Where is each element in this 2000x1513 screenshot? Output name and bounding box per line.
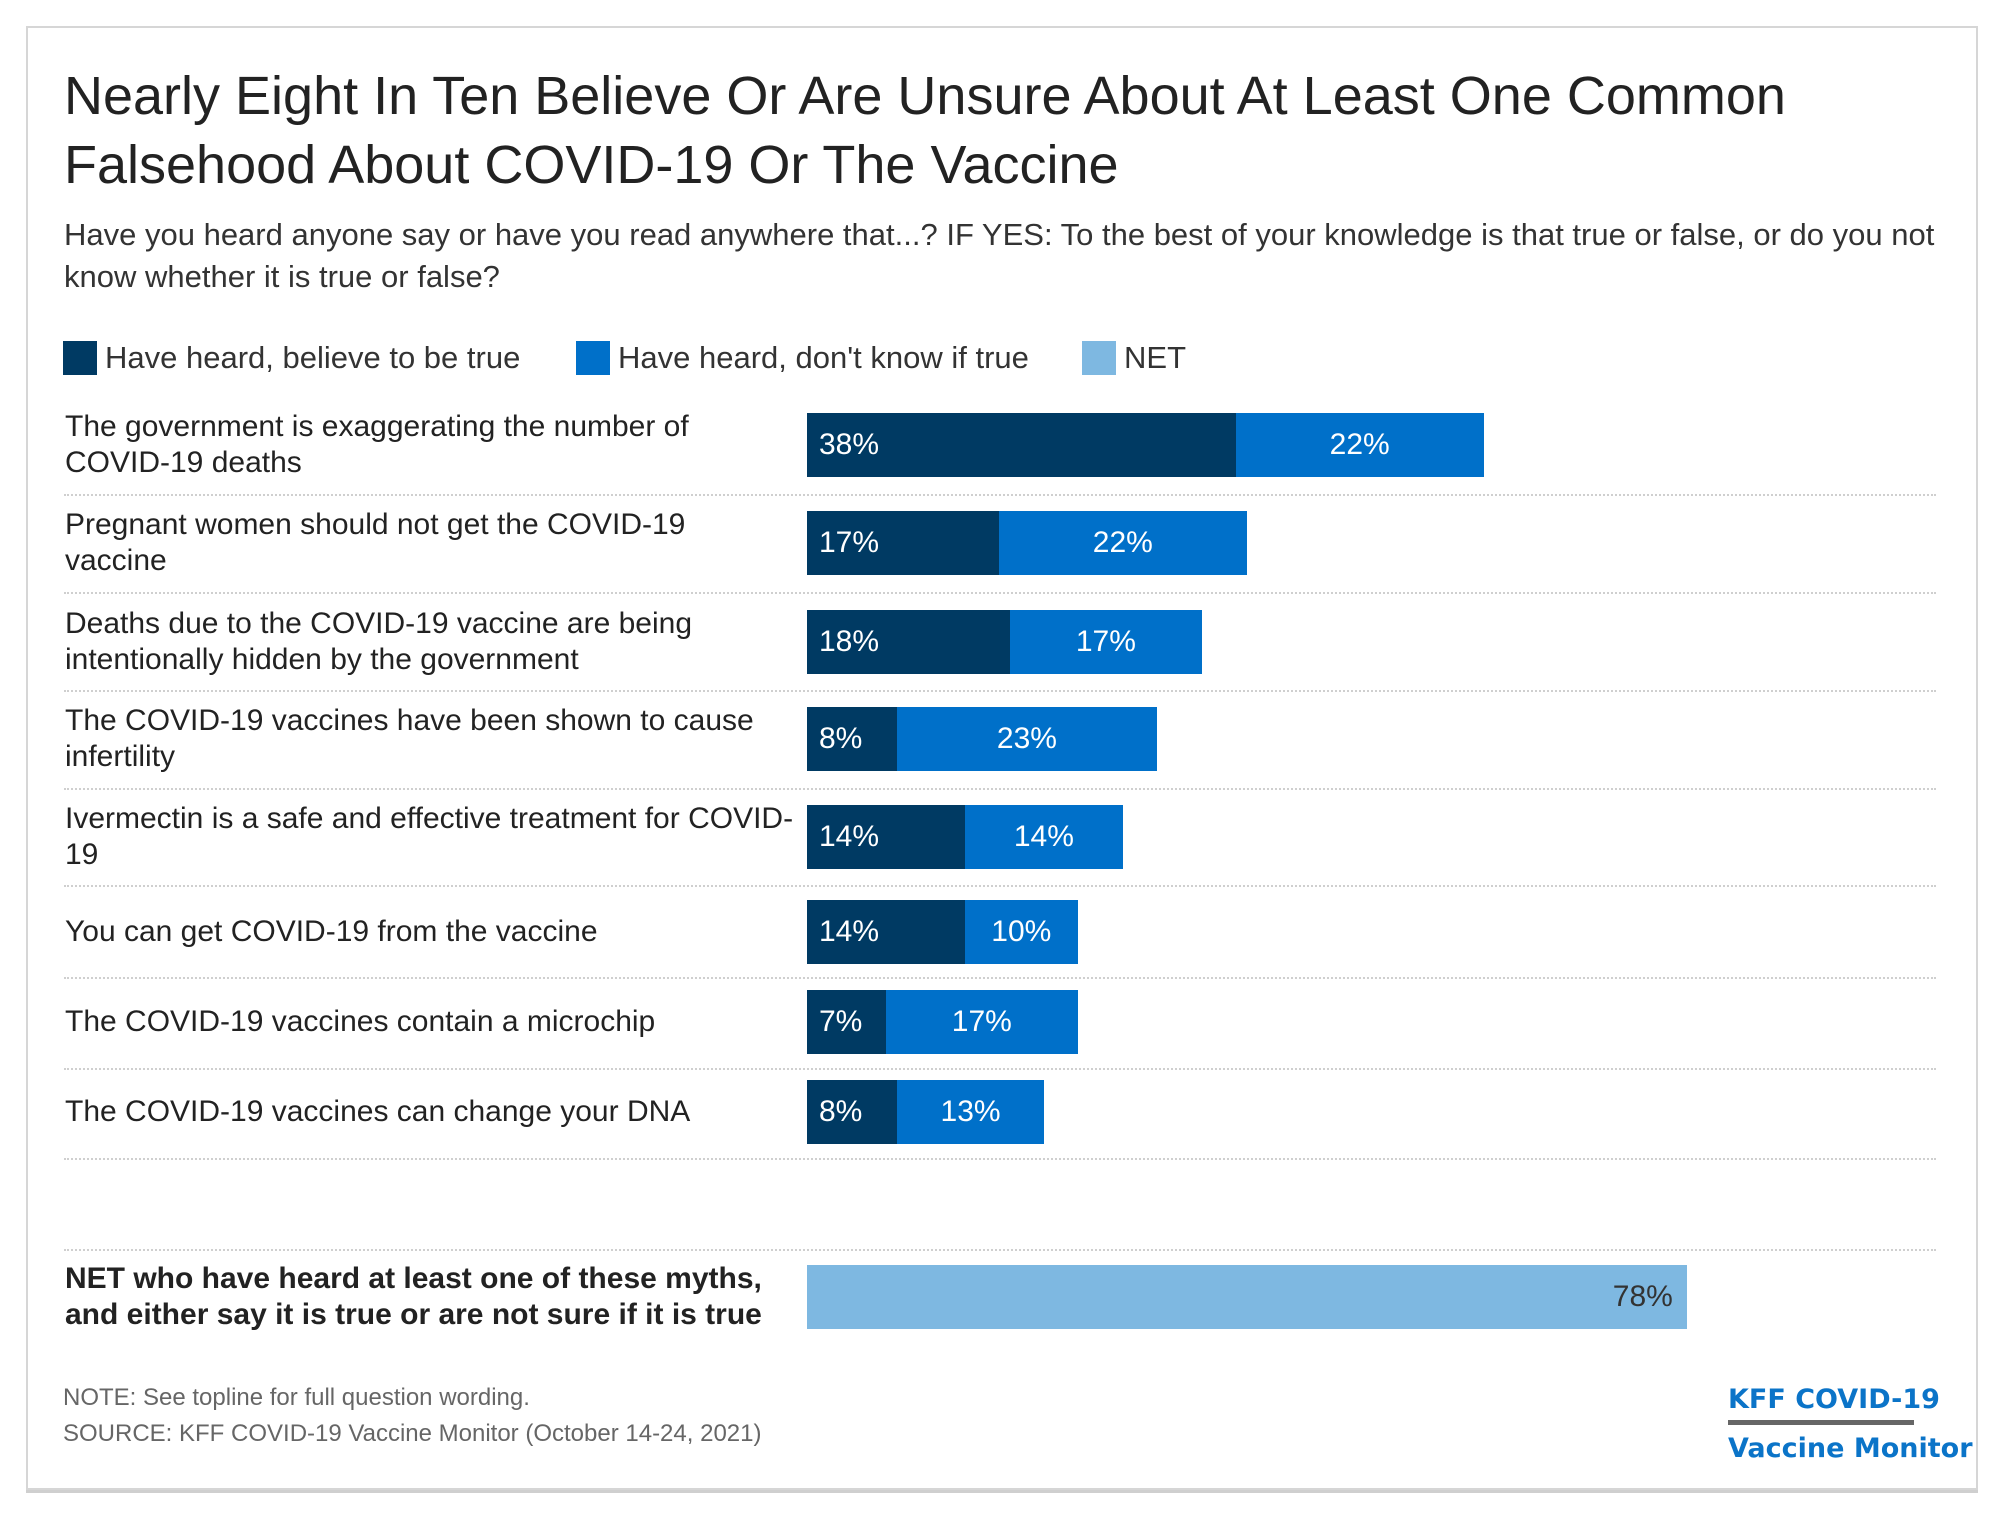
bar-believe: 17%	[807, 511, 999, 575]
bar-value-label: 17%	[1075, 625, 1136, 658]
logo-divider	[1728, 1420, 1914, 1425]
bar-value-label: 13%	[940, 1095, 1001, 1128]
legend-item-believe: Have heard, believe to be true	[63, 340, 520, 376]
bar-value-label: 22%	[1092, 526, 1153, 559]
legend-label: NET	[1124, 340, 1186, 375]
net-value-label: 78%	[1612, 1280, 1673, 1313]
kff-logo: KFF COVID-19 Vaccine Monitor	[1728, 1380, 1973, 1469]
bar-dont-know: 17%	[1010, 610, 1202, 674]
bar-value-label: 14%	[1013, 820, 1074, 853]
logo-line2: Vaccine Monitor	[1728, 1433, 1973, 1464]
bar-believe: 7%	[807, 990, 886, 1054]
row-label: The COVID-19 vaccines contain a microchi…	[65, 1005, 656, 1038]
bar-dont-know: 14%	[964, 805, 1123, 869]
net-bar: 78%	[807, 1265, 1687, 1329]
bar-dont-know: 23%	[897, 707, 1157, 771]
bar-value-label: 7%	[819, 1005, 863, 1038]
bar-value-label: 17%	[819, 526, 880, 559]
row-separator	[64, 1249, 1936, 1251]
row-separator	[64, 885, 1936, 887]
bar-dont-know: 17%	[885, 990, 1078, 1054]
bar-believe: 8%	[807, 707, 898, 771]
legend-swatch-net	[1082, 341, 1116, 375]
bar-value-label: 38%	[819, 428, 880, 461]
bar-believe: 18%	[807, 610, 1011, 674]
bar-believe: 14%	[807, 900, 965, 964]
bar-dont-know: 22%	[1235, 413, 1484, 477]
net-label: NET who have heard at least one of these…	[65, 1262, 762, 1331]
row-separator	[64, 788, 1936, 790]
footer-note: NOTE: See topline for full question word…	[63, 1384, 530, 1411]
row-label: The government is exaggerating the numbe…	[65, 410, 689, 479]
legend-item-dont-know: Have heard, don't know if true	[576, 340, 1029, 376]
bar-value-label: 8%	[819, 722, 863, 755]
chart-subtitle: Have you heard anyone say or have you re…	[64, 217, 1935, 294]
row-label: Ivermectin is a safe and effective treat…	[65, 802, 794, 871]
legend-swatch-believe	[63, 341, 97, 375]
row-separator	[64, 1158, 1936, 1160]
bar-value-label: 14%	[819, 915, 880, 948]
bar-value-label: 23%	[996, 722, 1057, 755]
bar-value-label: 14%	[819, 820, 880, 853]
bar-believe: 38%	[807, 413, 1236, 477]
legend-swatch-dont-know	[576, 341, 610, 375]
row-separator	[64, 1068, 1936, 1070]
bar-value-label: 8%	[819, 1095, 863, 1128]
row-label: The COVID-19 vaccines have been shown to…	[65, 704, 754, 773]
legend-item-net: NET	[1082, 340, 1186, 376]
chart-title: Nearly Eight In Ten Believe Or Are Unsur…	[64, 66, 1786, 195]
bar-dont-know: 22%	[998, 511, 1247, 575]
row-separator	[64, 690, 1936, 692]
footer-source: SOURCE: KFF COVID-19 Vaccine Monitor (Oc…	[63, 1420, 762, 1447]
row-separator	[64, 977, 1936, 979]
row-label: Pregnant women should not get the COVID-…	[65, 508, 686, 577]
row-label: You can get COVID-19 from the vaccine	[65, 915, 598, 948]
bar-value-label: 17%	[951, 1005, 1012, 1038]
bar-believe: 8%	[807, 1080, 898, 1144]
row-separator	[64, 494, 1936, 496]
bar-value-label: 18%	[819, 625, 880, 658]
row-label: The COVID-19 vaccines can change your DN…	[65, 1095, 691, 1128]
bar-value-label: 22%	[1329, 428, 1390, 461]
row-label: Deaths due to the COVID-19 vaccine are b…	[65, 607, 693, 676]
legend-label: Have heard, believe to be true	[105, 340, 521, 375]
bar-dont-know: 10%	[964, 900, 1078, 964]
bar-dont-know: 13%	[897, 1080, 1044, 1144]
legend-label: Have heard, don't know if true	[618, 340, 1029, 375]
row-separator	[64, 592, 1936, 594]
bar-believe: 14%	[807, 805, 965, 869]
bar-value-label: 10%	[991, 915, 1052, 948]
logo-line1: KFF COVID-19	[1728, 1384, 1940, 1415]
